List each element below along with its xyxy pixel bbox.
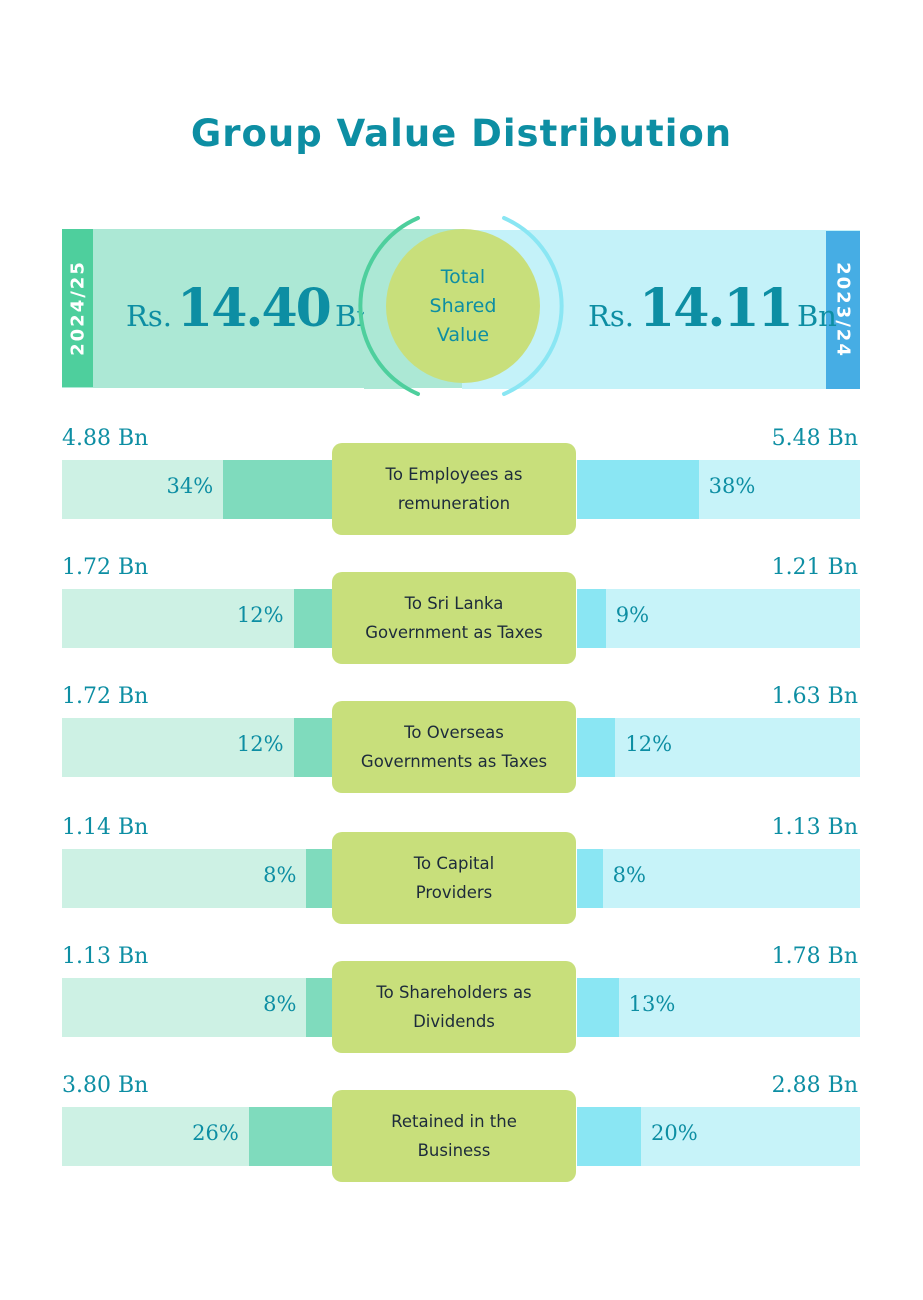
category-label-box: To Overseas Governments as Taxes <box>332 701 576 793</box>
category-label-box: To Capital Providers <box>332 832 576 924</box>
category-label-box: To Employees as remuneration <box>332 443 576 535</box>
current-year-amount: 4.88 Bn <box>62 426 149 451</box>
distribution-row: 1.72 Bn 1.63 Bn 12% 12% To Overseas Governme… <box>0 684 923 828</box>
category-label: To Capital Providers <box>413 854 495 902</box>
distribution-row: 4.88 Bn 5.48 Bn 34% 38% To Employees as remu… <box>0 426 923 570</box>
category-label: To Sri Lanka Government as Taxes <box>365 594 543 642</box>
distribution-row: 1.13 Bn 1.78 Bn 8% 13% To Shareholders as Di… <box>0 944 923 1088</box>
current-year-bar <box>306 978 332 1037</box>
current-year-percent: 26% <box>192 1121 239 1145</box>
current-year-amount: 1.72 Bn <box>62 684 149 709</box>
currency-prefix: Rs. <box>588 299 634 333</box>
current-year-bar <box>248 1107 332 1166</box>
current-year-total: Rs. 14.40 Bn <box>126 278 375 348</box>
distribution-row: 1.72 Bn 1.21 Bn 12% 9% To Sri Lanka Governme… <box>0 555 923 699</box>
previous-year-percent: 13% <box>628 992 676 1016</box>
previous-year-percent: 20% <box>651 1121 698 1145</box>
previous-year-tab: 2023/24 <box>826 231 860 389</box>
current-year-amount: 3.80 Bn <box>62 1073 149 1098</box>
previous-year-bar <box>577 978 619 1037</box>
current-year-bar-track <box>62 718 332 777</box>
current-year-percent: 12% <box>236 732 284 756</box>
category-label: To Shareholders as Dividends <box>376 983 532 1031</box>
previous-year-bar <box>577 460 699 519</box>
previous-year-bar <box>577 718 616 777</box>
current-year-bar <box>223 460 332 519</box>
current-year-percent: 34% <box>166 474 214 498</box>
category-label: To Overseas Governments as Taxes <box>360 723 548 771</box>
previous-year-bar-track <box>577 589 860 648</box>
previous-year-percent: 38% <box>708 474 756 498</box>
current-year-percent: 8% <box>263 863 297 887</box>
current-year-tab: 2024/25 <box>62 229 93 387</box>
category-label: Retained in the Business <box>391 1112 517 1160</box>
page-title: Group Value Distribution <box>190 112 733 155</box>
current-year-bar <box>306 849 332 908</box>
previous-year-percent: 12% <box>625 732 673 756</box>
current-year-bar <box>293 718 332 777</box>
unit-suffix: Bn <box>796 299 837 333</box>
current-year-bar-track <box>62 849 332 908</box>
previous-year-amount: 1.13 Bn <box>771 815 858 840</box>
category-label-box: To Shareholders as Dividends <box>332 961 576 1053</box>
current-year-amount: 1.13 Bn <box>62 944 149 969</box>
total-shared-value-label: Total Shared Value <box>429 265 497 346</box>
previous-year-percent: 9% <box>615 603 650 627</box>
previous-year-total: Rs. 14.11 Bn <box>588 278 837 348</box>
previous-year-amount: 1.21 Bn <box>771 555 858 580</box>
previous-year-amount: 1.63 Bn <box>771 684 858 709</box>
previous-year-bar-track <box>577 718 860 777</box>
total-shared-value-badge: Total Shared Value <box>386 229 540 383</box>
total-number: 14.40 <box>177 278 332 339</box>
current-year-bar-track <box>62 589 332 648</box>
distribution-row: 3.80 Bn 2.88 Bn 26% 20% Retained in the Busi… <box>0 1073 923 1217</box>
ring-left-arc <box>358 216 420 396</box>
category-label: To Employees as remuneration <box>385 465 523 513</box>
previous-year-amount: 2.88 Bn <box>771 1073 858 1098</box>
current-year-amount: 1.72 Bn <box>62 555 149 580</box>
previous-year-bar-track <box>577 849 860 908</box>
previous-year-bar <box>577 1107 641 1166</box>
previous-year-amount: 1.78 Bn <box>771 944 858 969</box>
previous-year-percent: 8% <box>612 863 646 887</box>
current-year-bar <box>293 589 332 648</box>
previous-year-amount: 5.48 Bn <box>771 426 858 451</box>
current-year-bar-track <box>62 978 332 1037</box>
current-year-label: 2024/25 <box>67 260 88 356</box>
previous-year-bar-track <box>577 978 860 1037</box>
current-year-amount: 1.14 Bn <box>62 815 149 840</box>
category-label-box: To Sri Lanka Government as Taxes <box>332 572 576 664</box>
current-year-percent: 12% <box>236 603 284 627</box>
currency-prefix: Rs. <box>126 299 172 333</box>
ring-right-arc <box>502 216 564 396</box>
current-year-percent: 8% <box>263 992 297 1016</box>
distribution-row: 1.14 Bn 1.13 Bn 8% 8% To Capital Providers <box>0 815 923 959</box>
previous-year-bar <box>577 849 603 908</box>
previous-year-bar <box>577 589 606 648</box>
category-label-box: Retained in the Business <box>332 1090 576 1182</box>
total-number: 14.11 <box>639 278 794 339</box>
